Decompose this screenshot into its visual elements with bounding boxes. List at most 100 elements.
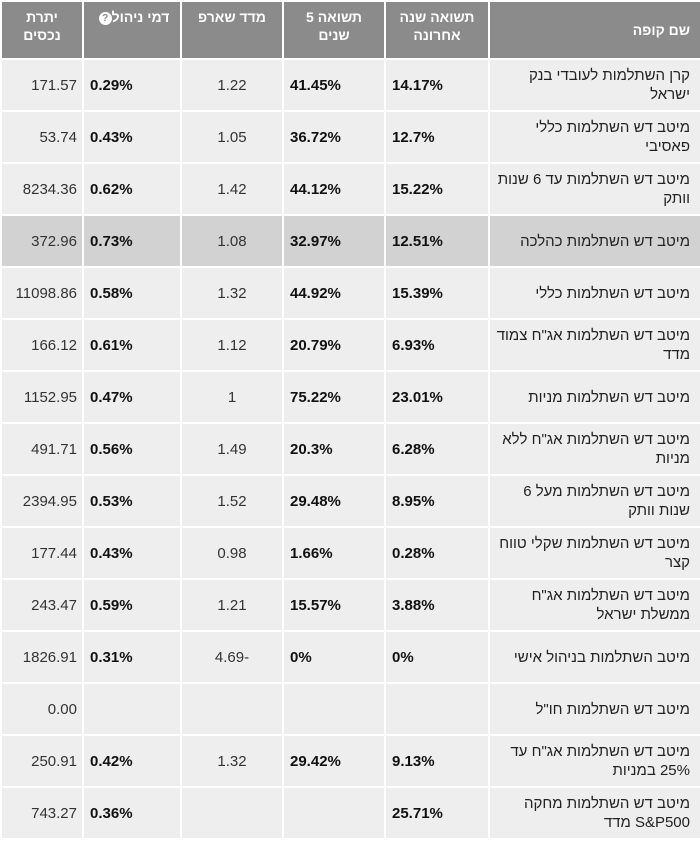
assets-cell: 11098.86: [0, 266, 84, 320]
header-last-year-return[interactable]: תשואה שנה אחרונה: [384, 0, 490, 60]
table-row[interactable]: מיטב השתלמות בניהול אישי 0% 0% -4.69 0.31% 18…: [0, 630, 700, 684]
header-row: שם קופה תשואה שנה אחרונה תשואה 5 שנים מדד …: [0, 0, 700, 60]
assets-cell: 1152.95: [0, 370, 84, 424]
management-fee-cell: 0.29%: [82, 58, 182, 112]
management-fee-cell: 0.56%: [82, 422, 182, 476]
last-year-return-cell: 15.39%: [384, 266, 490, 320]
table-row[interactable]: מיטב דש השתלמות אג"ח ללא מניות 6.28% 20.3%…: [0, 422, 700, 476]
management-fee-cell: 0.36%: [82, 786, 182, 840]
five-year-return-cell: 36.72%: [282, 110, 386, 164]
five-year-return-cell: 20.3%: [282, 422, 386, 476]
table-row[interactable]: מיטב דש השתלמות כהלכה 12.51% 32.97% 1.08 0.7…: [0, 214, 700, 268]
fund-name-cell: מיטב דש השתלמות חו"ל: [488, 682, 700, 736]
assets-cell: 243.47: [0, 578, 84, 632]
fund-name-cell: קרן השתלמות לעובדי בנק ישראל: [488, 58, 700, 112]
sharpe-cell: 1: [180, 370, 284, 424]
last-year-return-cell: 6.28%: [384, 422, 490, 476]
assets-cell: 171.57: [0, 58, 84, 112]
table-row[interactable]: מיטב דש השתלמות אג"ח צמוד מדד 6.93% 20.79%…: [0, 318, 700, 372]
last-year-return-cell: 12.7%: [384, 110, 490, 164]
management-fee-cell: 0.59%: [82, 578, 182, 632]
fund-name-cell: מיטב דש השתלמות אג"ח ללא מניות: [488, 422, 700, 476]
header-sharpe[interactable]: מדד שארפ: [180, 0, 284, 60]
five-year-return-cell: 41.45%: [282, 58, 386, 112]
five-year-return-cell: 15.57%: [282, 578, 386, 632]
five-year-return-cell: [282, 786, 386, 840]
sharpe-cell: 1.32: [180, 734, 284, 788]
management-fee-cell: 0.53%: [82, 474, 182, 528]
assets-cell: 743.27: [0, 786, 84, 840]
table-row[interactable]: מיטב דש השתלמות מניות 23.01% 75.22% 1 0.47% 1…: [0, 370, 700, 424]
management-fee-cell: 0.47%: [82, 370, 182, 424]
five-year-return-cell: 44.12%: [282, 162, 386, 216]
last-year-return-cell: 8.95%: [384, 474, 490, 528]
assets-cell: 250.91: [0, 734, 84, 788]
sharpe-cell: [180, 682, 284, 736]
five-year-return-cell: 29.48%: [282, 474, 386, 528]
table-row[interactable]: מיטב דש השתלמות כללי 15.39% 44.92% 1.32 0.58…: [0, 266, 700, 320]
sharpe-cell: 0.98: [180, 526, 284, 580]
five-year-return-cell: 0%: [282, 630, 386, 684]
sharpe-cell: 1.42: [180, 162, 284, 216]
fund-name-cell: מיטב דש השתלמות אג"ח ממשלת ישראל: [488, 578, 700, 632]
sharpe-cell: 1.49: [180, 422, 284, 476]
last-year-return-cell: 25.71%: [384, 786, 490, 840]
last-year-return-cell: 14.17%: [384, 58, 490, 112]
header-five-year-return[interactable]: תשואה 5 שנים: [282, 0, 386, 60]
table-row[interactable]: מיטב דש השתלמות חו"ל 0.00: [0, 682, 700, 736]
five-year-return-cell: [282, 682, 386, 736]
table-row[interactable]: מיטב דש השתלמות כללי פאסיבי 12.7% 36.72% 1.…: [0, 110, 700, 164]
fund-name-cell: מיטב דש השתלמות אג"ח עד 25% במניות: [488, 734, 700, 788]
table-row[interactable]: מיטב דש השתלמות מעל 6 שנות וותק 8.95% 29.4…: [0, 474, 700, 528]
table-row[interactable]: מיטב דש השתלמות עד 6 שנות וותק 15.22% 44.1…: [0, 162, 700, 216]
table-row[interactable]: מיטב דש השתלמות אג"ח ממשלת ישראל 3.88% 15.…: [0, 578, 700, 632]
five-year-return-cell: 20.79%: [282, 318, 386, 372]
sharpe-cell: 1.32: [180, 266, 284, 320]
fund-name-cell: מיטב דש השתלמות כהלכה: [488, 214, 700, 268]
table-row[interactable]: קרן השתלמות לעובדי בנק ישראל 14.17% 41.45%…: [0, 58, 700, 112]
fund-name-cell: מיטב דש השתלמות כללי: [488, 266, 700, 320]
last-year-return-cell: 12.51%: [384, 214, 490, 268]
assets-cell: 1826.91: [0, 630, 84, 684]
sharpe-cell: 1.05: [180, 110, 284, 164]
last-year-return-cell: 3.88%: [384, 578, 490, 632]
fund-name-cell: מיטב דש השתלמות כללי פאסיבי: [488, 110, 700, 164]
assets-cell: 0.00: [0, 682, 84, 736]
sharpe-cell: 1.08: [180, 214, 284, 268]
assets-cell: 53.74: [0, 110, 84, 164]
sharpe-cell: -4.69: [180, 630, 284, 684]
sharpe-cell: 1.21: [180, 578, 284, 632]
sharpe-cell: 1.22: [180, 58, 284, 112]
last-year-return-cell: 23.01%: [384, 370, 490, 424]
fund-name-cell: מיטב דש השתלמות עד 6 שנות וותק: [488, 162, 700, 216]
assets-cell: 166.12: [0, 318, 84, 372]
table-row[interactable]: מיטב דש השתלמות אג"ח עד 25% במניות 9.13% 2…: [0, 734, 700, 788]
table-row[interactable]: מיטב דש השתלמות שקלי טווח קצר 0.28% 1.66% 0…: [0, 526, 700, 580]
header-fund-name[interactable]: שם קופה: [488, 0, 700, 60]
five-year-return-cell: 1.66%: [282, 526, 386, 580]
management-fee-cell: 0.73%: [82, 214, 182, 268]
last-year-return-cell: 0.28%: [384, 526, 490, 580]
header-assets[interactable]: יתרת נכסים: [0, 0, 84, 60]
fund-name-cell: מיטב דש השתלמות מניות: [488, 370, 700, 424]
fund-name-cell: מיטב דש השתלמות שקלי טווח קצר: [488, 526, 700, 580]
management-fee-cell: 0.31%: [82, 630, 182, 684]
last-year-return-cell: [384, 682, 490, 736]
management-fee-cell: 0.43%: [82, 526, 182, 580]
table-row[interactable]: מיטב דש השתלמות מחקה S&P500 מדד 25.71% 0.3…: [0, 786, 700, 840]
last-year-return-cell: 6.93%: [384, 318, 490, 372]
five-year-return-cell: 44.92%: [282, 266, 386, 320]
five-year-return-cell: 75.22%: [282, 370, 386, 424]
management-fee-cell: 0.58%: [82, 266, 182, 320]
sharpe-cell: 1.12: [180, 318, 284, 372]
fund-name-cell: מיטב דש השתלמות מעל 6 שנות וותק: [488, 474, 700, 528]
management-fee-cell: 0.42%: [82, 734, 182, 788]
last-year-return-cell: 15.22%: [384, 162, 490, 216]
question-circle-icon[interactable]: ?: [98, 11, 112, 25]
fund-name-cell: מיטב השתלמות בניהול אישי: [488, 630, 700, 684]
assets-cell: 491.71: [0, 422, 84, 476]
sharpe-cell: [180, 786, 284, 840]
header-management-fee[interactable]: דמי ניהול?: [82, 0, 182, 60]
last-year-return-cell: 0%: [384, 630, 490, 684]
